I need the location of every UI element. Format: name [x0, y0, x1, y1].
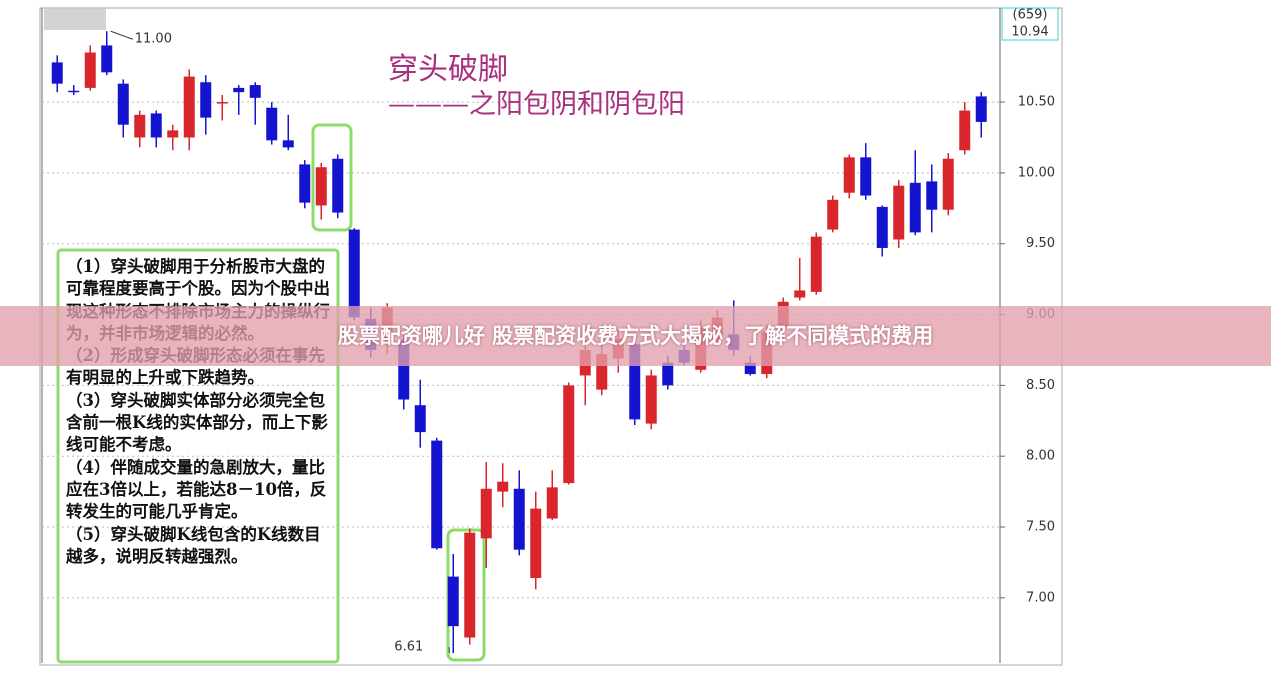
- y-tick-label: 8.50: [1026, 378, 1055, 393]
- candle-body: [233, 87, 245, 93]
- candle-body: [414, 405, 426, 433]
- candle-body: [909, 182, 921, 233]
- highlight-box: [311, 123, 353, 232]
- candle-body: [200, 82, 212, 118]
- chart-subtitle: ———之阳包阴和阴包阳: [388, 89, 685, 120]
- candle-body: [959, 110, 971, 151]
- chart-title: 穿头破脚: [388, 52, 508, 87]
- candle-body: [167, 130, 179, 138]
- y-tick-label: 7.00: [1026, 590, 1055, 605]
- annotation: 6.61: [394, 640, 423, 655]
- candle-body: [332, 158, 344, 213]
- candle-body: [596, 354, 608, 390]
- candle-body: [794, 290, 806, 298]
- candle-body: [84, 52, 96, 88]
- candle-body: [431, 440, 443, 549]
- candle-body: [876, 206, 888, 248]
- y-tick-label: 10.00: [1018, 165, 1055, 180]
- candle-body: [843, 157, 855, 193]
- candle-body: [530, 508, 542, 579]
- candle-body: [299, 164, 311, 203]
- candle-body: [926, 181, 938, 210]
- candle-body: [744, 362, 756, 375]
- candle-body: [546, 487, 558, 519]
- candle-body: [645, 375, 657, 424]
- blurred-logo: [44, 8, 106, 30]
- candle-body: [942, 158, 954, 210]
- candle-body: [266, 107, 278, 141]
- y-tick-label: 7.50: [1026, 520, 1055, 535]
- candle-body: [282, 140, 294, 148]
- candle-body: [68, 90, 80, 93]
- candle-body: [249, 85, 261, 98]
- note: （5）穿头破脚K线包含的K线数目越多，说明反转越强烈。: [66, 524, 321, 566]
- price-box-code: (659): [1013, 8, 1048, 23]
- candle-body: [629, 344, 641, 420]
- candle-body: [662, 362, 674, 386]
- candle-body: [464, 532, 476, 638]
- y-tick-label: 9.50: [1026, 236, 1055, 251]
- candle-body: [975, 96, 987, 122]
- candle-body: [101, 45, 113, 73]
- candle-body: [348, 229, 360, 318]
- banner: 股票配资哪儿好 股票配资收费方式大揭秘，了解不同模式的费用: [0, 306, 1271, 366]
- candle-body: [315, 167, 327, 206]
- candle-body: [447, 576, 459, 627]
- candle-body: [51, 62, 63, 84]
- candle-body: [117, 83, 129, 125]
- annotation-pointer: [110, 30, 133, 40]
- candle-body: [860, 157, 872, 196]
- y-tick-label: 8.00: [1026, 449, 1055, 464]
- note: （4）伴随成交量的急剧放大，量比应在3倍以上，若能达8－10倍，反转发生的可能几…: [66, 457, 327, 522]
- candle-body: [480, 488, 492, 539]
- notes: （1）穿头破脚用于分析股市大盘的可靠程度要高于个股。因为个股中出现这种形态不排除…: [66, 256, 332, 568]
- price-box-price: 10.94: [1011, 25, 1048, 40]
- candle-body: [134, 114, 146, 138]
- candle-body: [497, 481, 509, 492]
- candle-body: [150, 113, 162, 138]
- candle-body: [810, 236, 822, 292]
- price-box: [1001, 7, 1059, 41]
- candle-body: [216, 102, 228, 104]
- candle-body: [513, 488, 525, 550]
- candle-body: [563, 385, 575, 484]
- annotation: 11.00: [135, 32, 172, 47]
- candle-body: [398, 340, 410, 400]
- candle-body: [827, 199, 839, 230]
- candle-body: [183, 76, 195, 138]
- candle-body: [893, 185, 905, 240]
- y-tick-label: 10.50: [1018, 95, 1055, 110]
- note: （3）穿头破脚实体部分必须完全包含前一根K线的实体部分，而上下影线可能不考虑。: [66, 390, 328, 455]
